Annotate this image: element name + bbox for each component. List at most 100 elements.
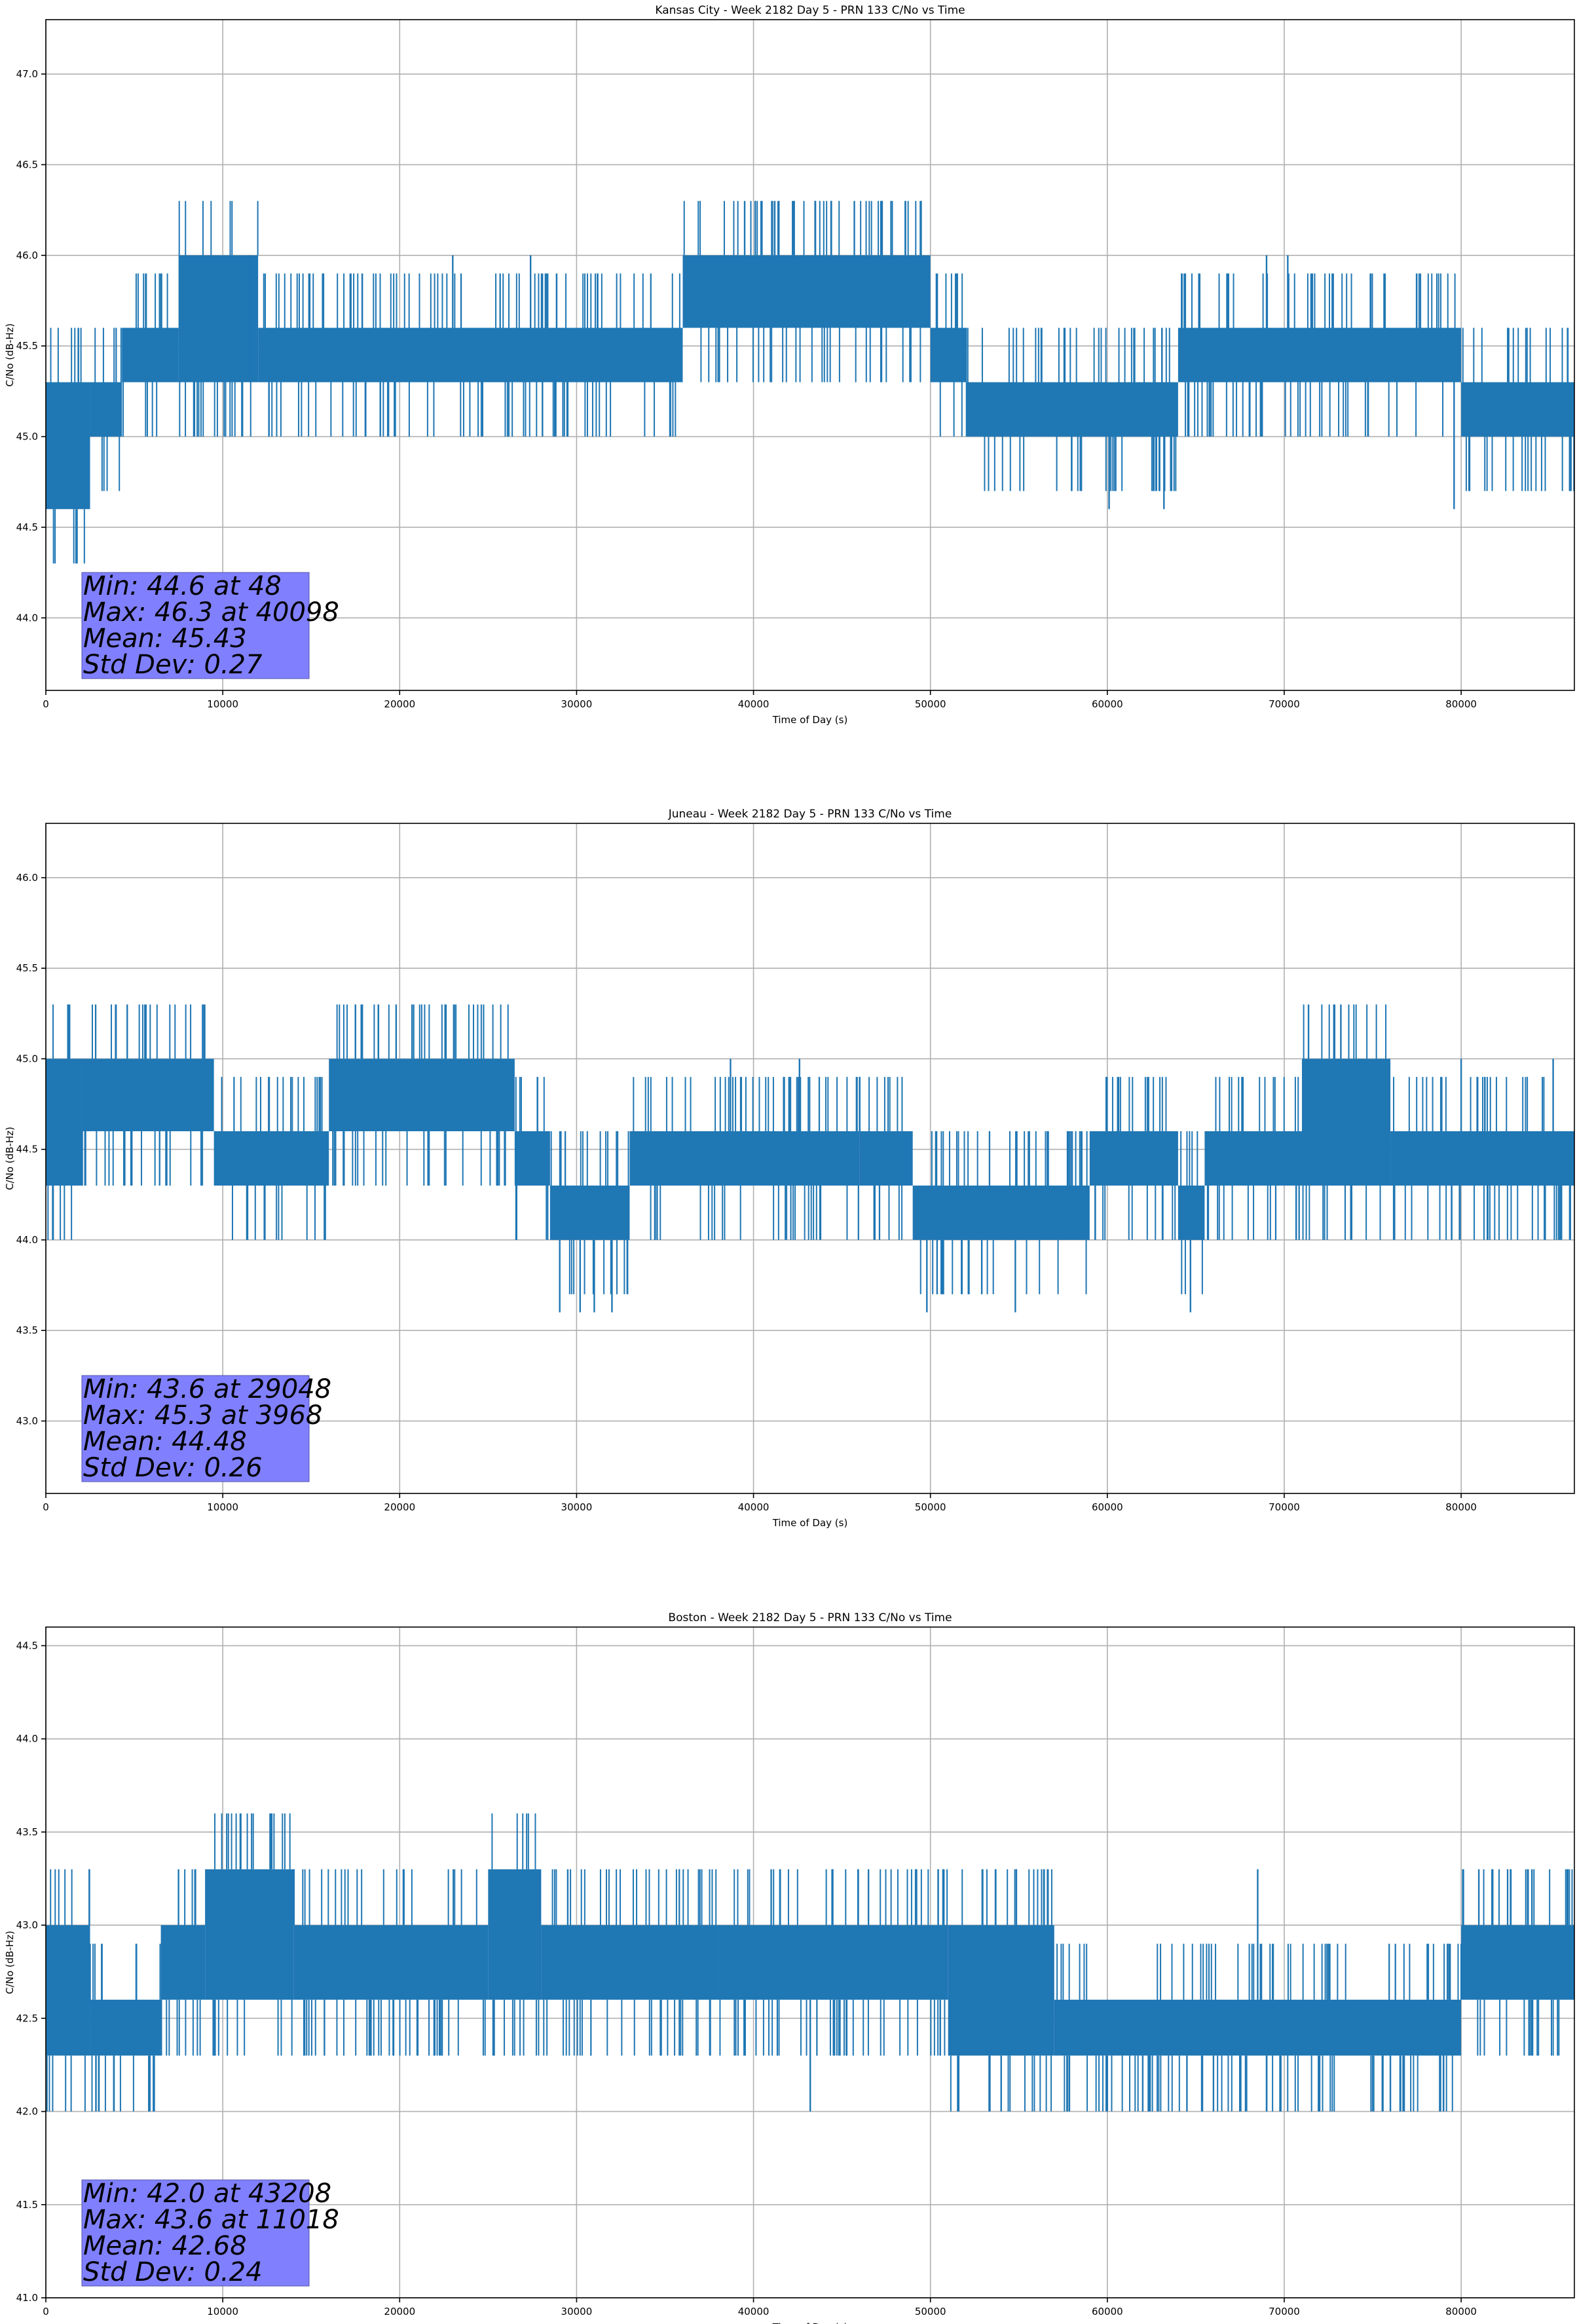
stats-line: Mean: 45.43 xyxy=(83,624,247,654)
y-tick-label: 44.5 xyxy=(16,521,38,533)
series-band xyxy=(178,255,259,383)
y-tick-label: 43.5 xyxy=(16,1324,38,1336)
x-tick-label: 10000 xyxy=(207,1501,238,1513)
y-tick-label: 46.5 xyxy=(16,159,38,170)
series-band xyxy=(682,255,931,328)
x-tick-label: 30000 xyxy=(561,2306,593,2317)
x-tick-label: 80000 xyxy=(1445,2306,1477,2317)
x-tick-label: 40000 xyxy=(738,2306,770,2317)
series-band xyxy=(90,1999,161,2056)
y-tick-label: 42.0 xyxy=(16,2106,38,2118)
y-axis-label: C/No (dB-Hz) xyxy=(4,324,16,387)
series-band xyxy=(90,382,122,437)
chart-title: Juneau - Week 2182 Day 5 - PRN 133 C/No … xyxy=(668,808,952,821)
x-tick-label: 60000 xyxy=(1092,1501,1123,1513)
series-band xyxy=(258,328,683,383)
x-tick-label: 80000 xyxy=(1445,698,1477,710)
x-tick-label: 60000 xyxy=(1092,698,1123,710)
y-tick-label: 41.5 xyxy=(16,2199,38,2211)
stats-line: Max: 45.3 at 3968 xyxy=(83,1400,322,1431)
x-tick-label: 0 xyxy=(43,2306,49,2317)
x-axis-label: Time of Day (s) xyxy=(772,714,848,726)
cno-series xyxy=(46,1813,1574,2112)
stats-box xyxy=(81,572,310,679)
x-tick-label: 20000 xyxy=(384,698,415,710)
y-tick-label: 44.0 xyxy=(16,612,38,624)
series-band xyxy=(1301,1059,1391,1186)
series-band xyxy=(46,382,90,510)
series-band xyxy=(293,1925,489,2000)
chart-panel-3: 0 10000 20000 30000 40000 50000 60000 70000 8000… xyxy=(4,1611,1575,2324)
series-band xyxy=(213,1131,329,1186)
series-band xyxy=(46,1925,90,2056)
stats-line: Max: 46.3 at 40098 xyxy=(83,597,339,628)
series-band xyxy=(1461,1925,1574,2000)
x-axis-label: Time of Day (s) xyxy=(772,2321,848,2324)
y-tick-label: 44.0 xyxy=(16,1733,38,1745)
stats-line: Std Dev: 0.26 xyxy=(83,1453,263,1483)
x-tick-label: 70000 xyxy=(1269,1501,1300,1513)
series-band xyxy=(1461,382,1574,437)
series-band xyxy=(1054,1999,1462,2056)
y-tick-label: 43.5 xyxy=(16,1826,38,1838)
x-tick-label: 70000 xyxy=(1269,2306,1300,2317)
x-tick-label: 50000 xyxy=(915,698,946,710)
stats-line: Max: 43.6 at 11018 xyxy=(83,2205,339,2235)
x-tick-label: 50000 xyxy=(915,1501,946,1513)
stats-line: Mean: 44.48 xyxy=(83,1427,247,1457)
x-tick-label: 50000 xyxy=(915,2306,946,2317)
y-tick-label: 41.0 xyxy=(16,2292,38,2304)
y-tick-label: 46.0 xyxy=(16,250,38,261)
series-band xyxy=(912,1185,1090,1240)
x-tick-label: 80000 xyxy=(1445,1501,1477,1513)
stats-line: Std Dev: 0.24 xyxy=(83,2257,263,2287)
series-band xyxy=(629,1131,860,1186)
x-tick-label: 20000 xyxy=(384,1501,415,1513)
x-tick-label: 0 xyxy=(43,1501,49,1513)
x-tick-label: 30000 xyxy=(561,1501,593,1513)
stats-line: Min: 44.6 at 48 xyxy=(83,571,282,601)
y-tick-label: 45.0 xyxy=(16,431,38,443)
chart-panel-1: 0 10000 20000 30000 40000 50000 60000 70000 8000… xyxy=(4,4,1575,726)
series-band xyxy=(81,1059,214,1132)
series-band xyxy=(948,1925,1054,2056)
series-band xyxy=(1204,1131,1302,1186)
x-tick-label: 40000 xyxy=(738,1501,770,1513)
y-axis-label: C/No (dB-Hz) xyxy=(4,1127,16,1190)
x-tick-label: 20000 xyxy=(384,2306,415,2317)
axes-frame xyxy=(45,823,1575,1494)
x-tick-label: 70000 xyxy=(1269,698,1300,710)
series-band xyxy=(859,1131,913,1186)
stats-line: Mean: 42.68 xyxy=(83,2231,247,2261)
axes-frame xyxy=(45,1626,1575,2298)
series-band xyxy=(122,328,179,383)
x-tick-label: 40000 xyxy=(738,698,770,710)
chart-panel-2: 0 10000 20000 30000 40000 50000 60000 70000 8000… xyxy=(4,808,1575,1529)
series-band xyxy=(1178,1185,1205,1240)
y-tick-label: 43.0 xyxy=(16,1919,38,1931)
y-axis-label: C/No (dB-Hz) xyxy=(4,1931,16,1995)
x-axis-label: Time of Day (s) xyxy=(772,1517,848,1529)
series-band xyxy=(930,328,966,383)
y-tick-label: 44.5 xyxy=(16,1144,38,1155)
cno-series xyxy=(46,1004,1574,1313)
series-band xyxy=(1390,1131,1574,1186)
series-band xyxy=(488,1869,542,2000)
y-tick-label: 42.5 xyxy=(16,2012,38,2024)
series-band xyxy=(514,1131,550,1186)
series-band xyxy=(1089,1131,1178,1186)
y-tick-label: 45.5 xyxy=(16,962,38,974)
series-band xyxy=(160,1925,206,2000)
stats-line: Min: 42.0 at 43208 xyxy=(83,2179,331,2209)
axes-frame xyxy=(45,19,1575,691)
y-tick-label: 44.0 xyxy=(16,1234,38,1246)
series-band xyxy=(1178,328,1462,383)
y-tick-label: 46.0 xyxy=(16,872,38,884)
series-band xyxy=(549,1185,630,1240)
stats-box xyxy=(81,2179,310,2287)
x-tick-label: 30000 xyxy=(561,698,593,710)
y-tick-label: 45.5 xyxy=(16,340,38,352)
stats-line: Std Dev: 0.27 xyxy=(83,650,263,680)
series-band xyxy=(329,1059,515,1132)
